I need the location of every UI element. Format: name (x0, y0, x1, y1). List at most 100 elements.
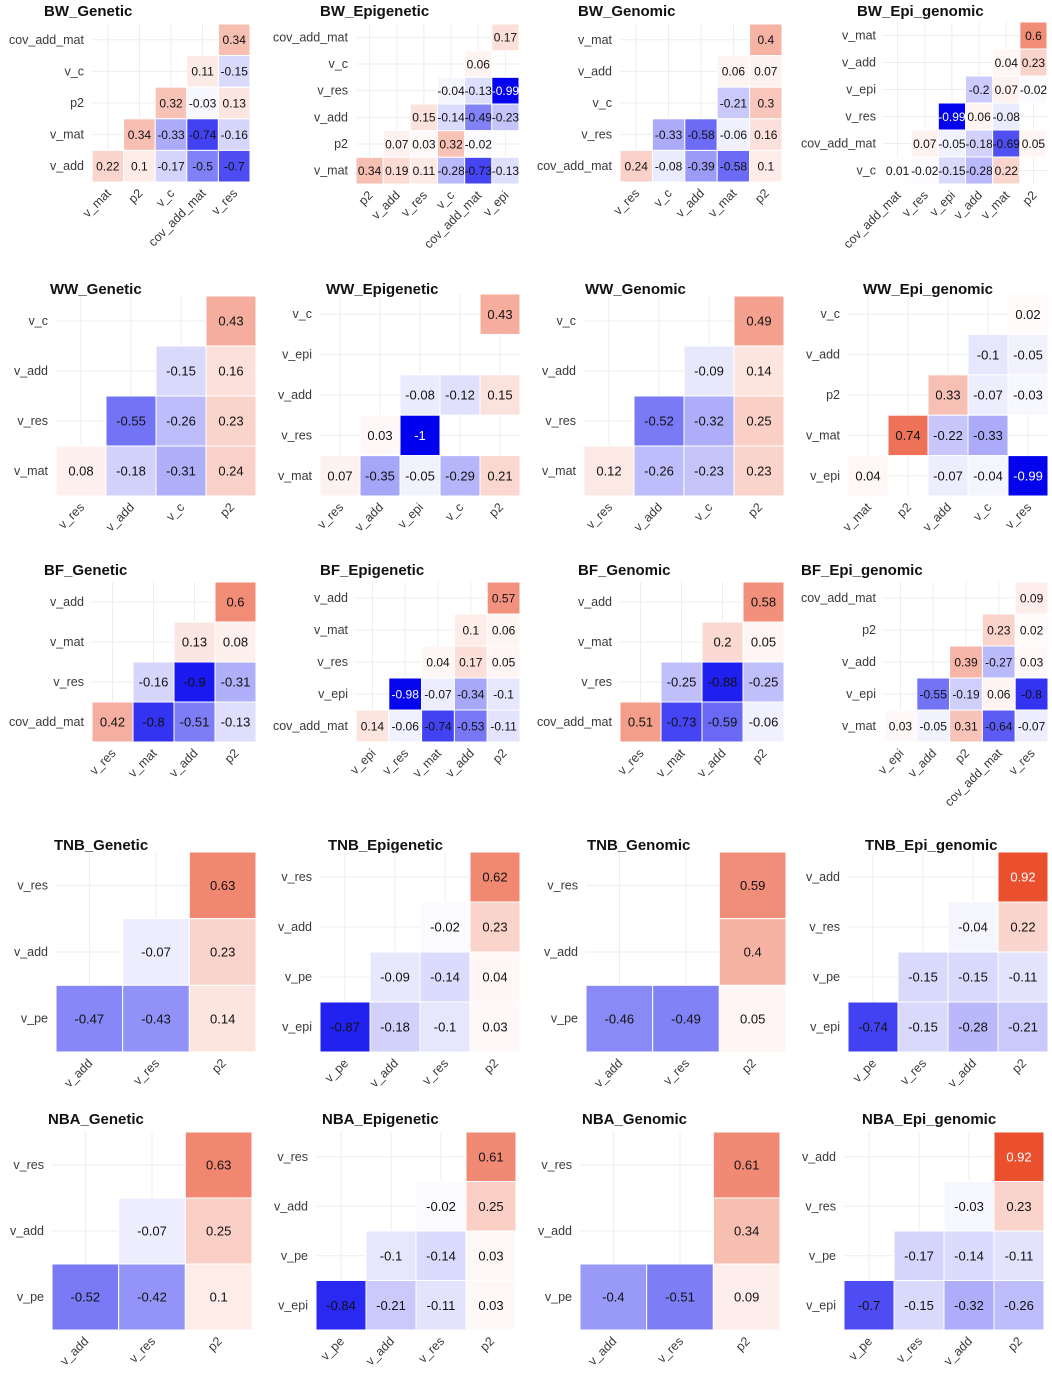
cell-value-label: -0.12 (445, 388, 475, 403)
cell-value-label: 0.3 (757, 96, 774, 110)
heatmap-cell (469, 851, 521, 903)
heatmap-cell (491, 23, 520, 52)
y-tick-label: v_add (314, 591, 348, 605)
panel-title: BF_Epigenetic (320, 562, 424, 579)
x-tick-label: p2 (894, 500, 914, 520)
cell-value-label: -0.04 (973, 468, 1003, 483)
cell-value-label: 0.23 (1006, 1199, 1031, 1214)
cell-value-label: 0.03 (412, 137, 436, 151)
heatmap-cell (486, 613, 521, 647)
cell-value-label: -0.16 (139, 675, 169, 690)
cell-value-label: -0.03 (954, 1199, 984, 1214)
cell-value-label: 0.31 (954, 719, 978, 733)
heatmap-cell (712, 1131, 781, 1199)
heatmap-cell (132, 661, 175, 703)
y-tick-label: p2 (334, 137, 348, 151)
cell-value-label: 0.63 (206, 1158, 231, 1173)
y-tick-label: v_res (281, 428, 312, 442)
cell-value-label: -0.11 (427, 1298, 456, 1313)
cell-value-label: 0.33 (935, 388, 960, 403)
cell-value-label: -0.11 (1005, 1248, 1034, 1263)
cell-value-label: 0.49 (746, 314, 771, 329)
x-tick-label: cov_add_mat (841, 188, 904, 251)
cell-value-label: -0.06 (749, 715, 779, 730)
heatmap-cell (399, 414, 441, 457)
panel-title: BW_Epigenetic (320, 3, 429, 20)
heatmap-cell (633, 445, 685, 497)
cell-value-label: 0.07 (913, 137, 937, 151)
heatmap-cell (701, 701, 744, 743)
heatmap-panel-nba-epi-genomic: NBA_Epi_genomic 0.92 -0.03 0.23 -0.17 -0.14 -0… (802, 1111, 1045, 1368)
y-tick-label: v_add (542, 364, 576, 378)
heatmap-cell (997, 1001, 1049, 1053)
cell-value-label: -0.02 (465, 137, 493, 151)
y-tick-label: v_add (278, 920, 312, 934)
cell-value-label: -0.15 (166, 364, 196, 379)
x-tick-label: p2 (1009, 1056, 1029, 1076)
panel-title: BW_Genomic (578, 3, 676, 20)
heatmap-cell (847, 455, 889, 497)
cell-value-label: -0.27 (985, 655, 1013, 669)
y-tick-label: p2 (862, 623, 876, 637)
heatmap-cell (465, 1131, 517, 1182)
heatmap-cell (388, 677, 423, 711)
cell-value-label: -0.73 (667, 715, 697, 730)
heatmap-cell (188, 984, 257, 1053)
x-tick-label: p2 (126, 186, 146, 206)
panel-title: WW_Epigenetic (326, 281, 439, 298)
y-tick-label: v_epi (282, 348, 312, 362)
cell-value-label: -0.34 (457, 687, 485, 701)
heatmap-cell (585, 984, 654, 1053)
y-tick-label: v_add (802, 1150, 836, 1164)
heatmap-panel-bf-genomic: BF_Genomic 0.58 0.2 0.05 -0.25 -0.88 -0.25 0.51… (537, 562, 785, 780)
x-tick-label: v_add (167, 746, 201, 780)
y-tick-label: v_mat (314, 623, 349, 637)
cell-value-label: -0.03 (1013, 388, 1043, 403)
heatmap-cell (186, 55, 219, 88)
heatmap-cell (122, 918, 190, 986)
heatmap-cell (382, 156, 411, 185)
cell-value-label: -0.84 (326, 1298, 356, 1313)
cell-value-label: 0.07 (327, 468, 352, 483)
cell-value-label: -0.5 (192, 160, 213, 174)
y-tick-label: v_res (53, 675, 84, 689)
cell-value-label: 0.03 (478, 1248, 503, 1263)
y-tick-label: v_epi (846, 687, 876, 701)
heatmap-panel-nba-epigenetic: NBA_Epigenetic 0.61 -0.02 0.25 -0.1 -0.14 0.03… (274, 1111, 517, 1368)
x-tick-label: v_res (87, 746, 119, 778)
cell-value-label: 0.34 (734, 1224, 759, 1239)
cell-value-label: -0.33 (655, 128, 683, 142)
heatmap-cell (1019, 129, 1048, 158)
cell-value-label: -0.52 (644, 414, 674, 429)
cell-value-label: 0.13 (182, 635, 207, 650)
x-tick-label: v_add (352, 500, 386, 534)
cell-value-label: -0.16 (221, 128, 249, 142)
heatmap-cell (651, 118, 686, 151)
panel-title: TNB_Genetic (54, 837, 148, 854)
x-tick-label: v_c (691, 500, 715, 524)
cell-value-label: 0.23 (1022, 56, 1046, 70)
x-tick-label: v_mat (706, 186, 740, 220)
y-tick-label: cov_add_mat (9, 33, 85, 47)
heatmap-cell (464, 156, 493, 185)
x-tick-label: v_add (367, 1056, 401, 1090)
heatmap-cell (486, 581, 521, 615)
heatmap-cell (916, 677, 951, 711)
cell-value-label: 0.07 (754, 65, 778, 79)
cell-value-label: -0.15 (221, 65, 249, 79)
panel-title: NBA_Genomic (582, 1111, 687, 1128)
cell-value-label: 0.17 (494, 31, 518, 45)
x-tick-label: p2 (750, 746, 770, 766)
y-tick-label: cov_add_mat (537, 159, 613, 173)
heatmap-cell (742, 701, 785, 743)
heatmap-cell (359, 414, 401, 457)
y-tick-label: v_res (809, 920, 840, 934)
x-tick-label: v_res (399, 188, 431, 220)
cell-value-label: 0.15 (487, 388, 512, 403)
x-tick-label: p2 (952, 746, 972, 766)
y-tick-label: cov_add_mat (537, 715, 613, 729)
heatmap-cell (981, 677, 1016, 711)
x-tick-label: v_mat (80, 186, 114, 220)
x-tick-label: v_add (673, 186, 707, 220)
